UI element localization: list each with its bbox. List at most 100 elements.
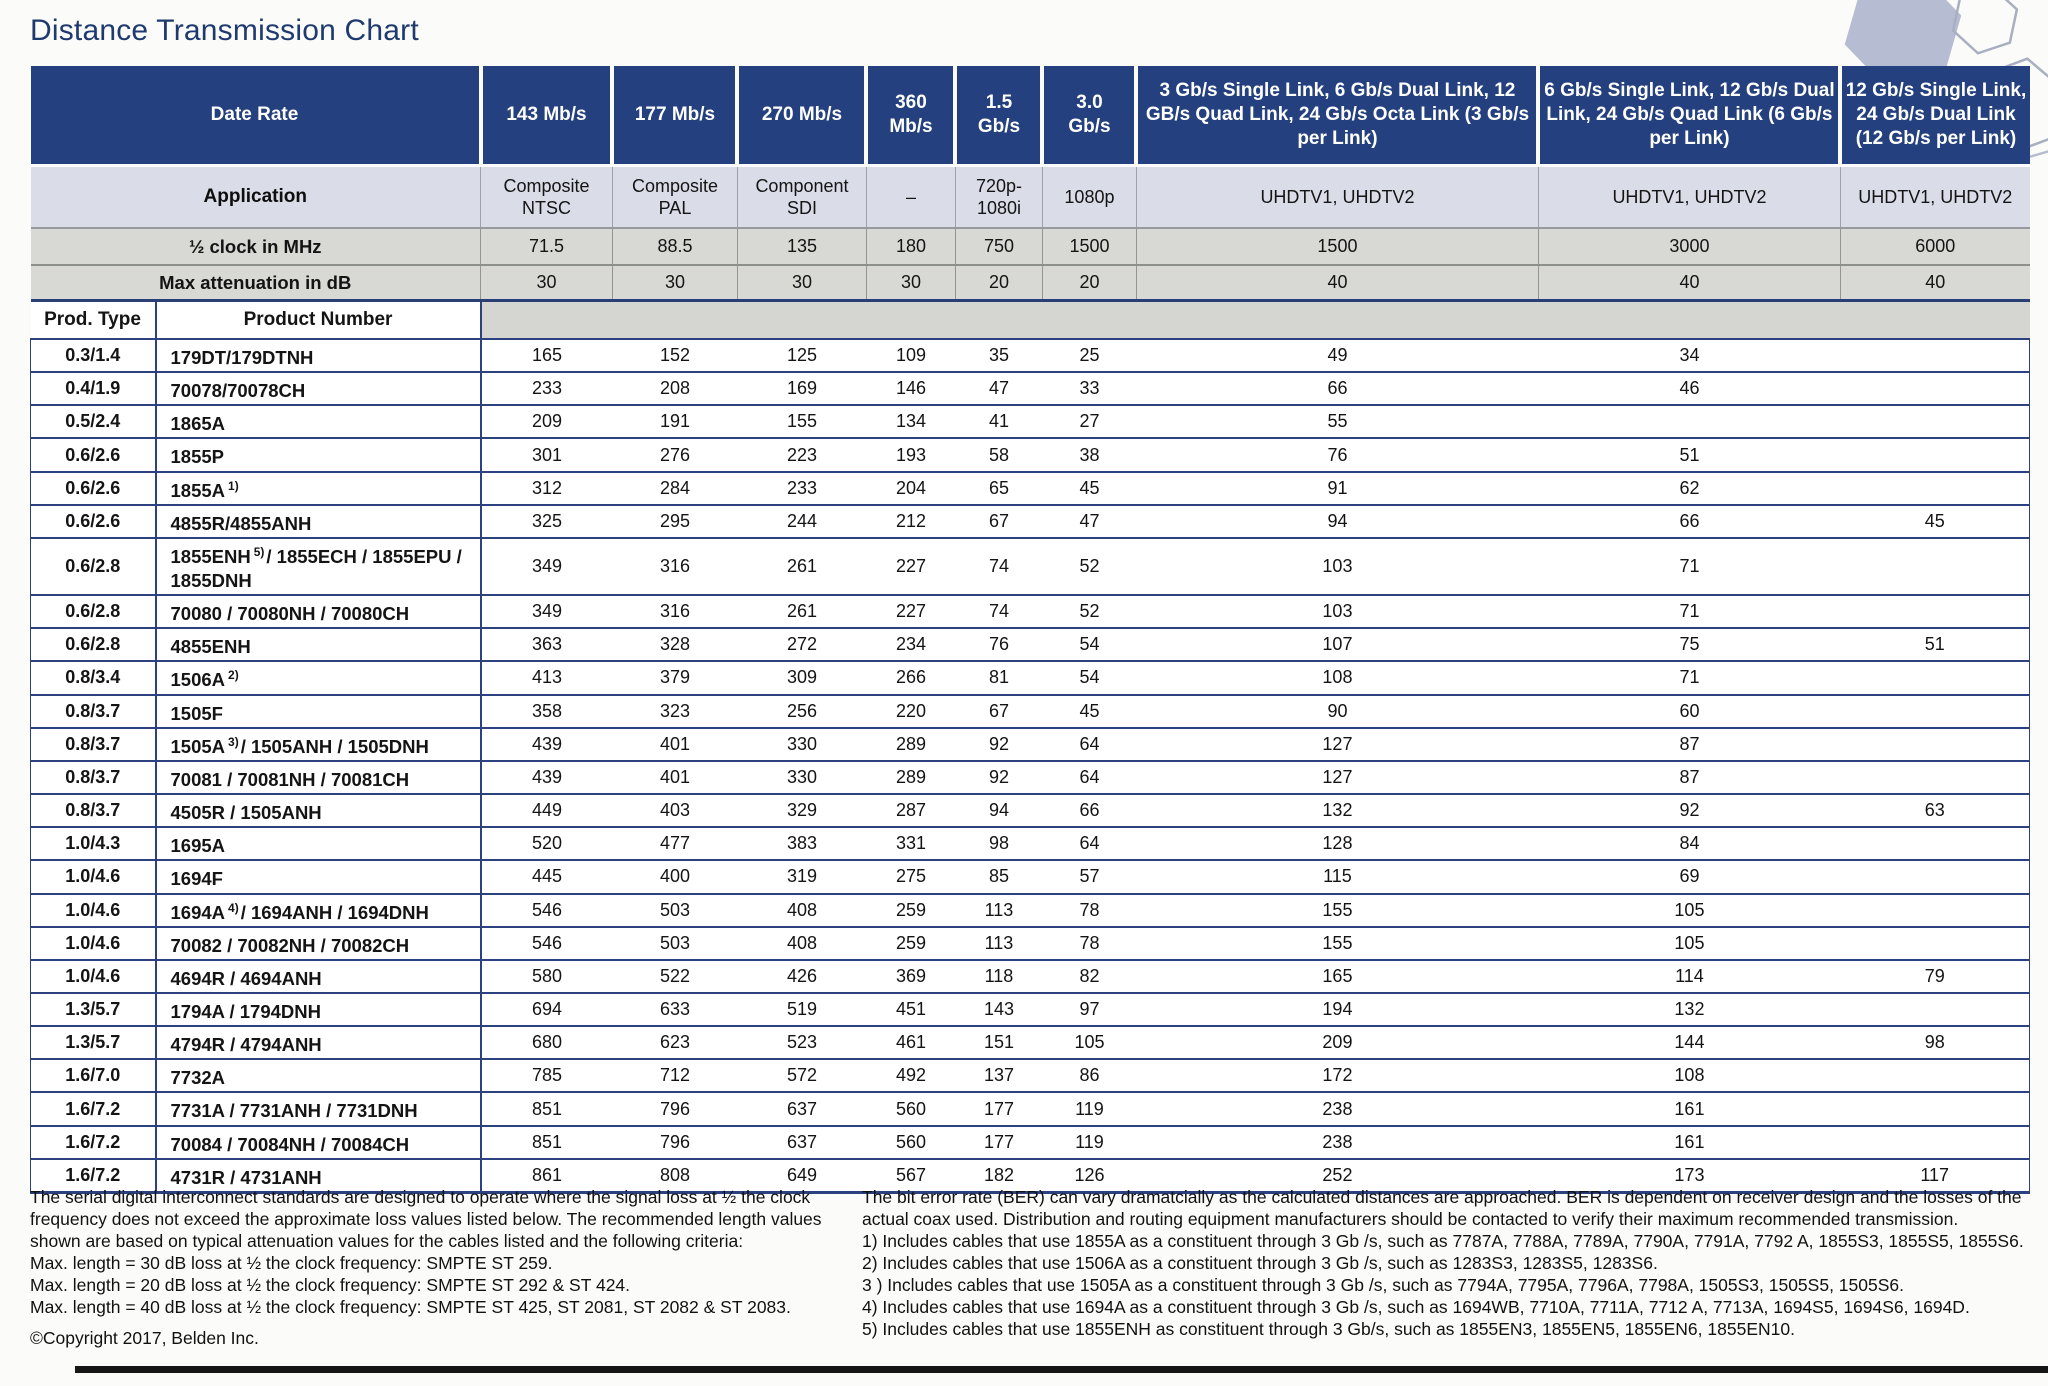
distance-value-cell: 98: [1840, 1025, 2031, 1060]
clock-cell: 1500: [1041, 228, 1137, 266]
distance-value-cell: 261: [737, 594, 867, 629]
distance-value-cell: 369: [866, 958, 956, 993]
distance-value-cell: [1840, 892, 2031, 927]
product-name: 1506A: [170, 669, 226, 691]
prod-type-cell: 0.6/2.6: [30, 470, 157, 505]
attenuation-cell: 40: [1537, 265, 1841, 302]
distance-value-cell: 401: [612, 759, 738, 795]
distance-value-cell: 400: [612, 859, 738, 894]
footnote-ref: 1): [228, 478, 239, 493]
product-name-cont: / 1505ANH / 1505DNH: [240, 735, 429, 757]
distance-value-cell: 66: [1538, 503, 1841, 538]
distance-value-cell: 52: [1042, 594, 1137, 629]
distance-value-cell: 272: [737, 627, 867, 662]
distance-value-cell: 861: [480, 1157, 613, 1194]
product-number-cell: 1855A 1): [155, 470, 482, 505]
application-cell: 720p- 1080i: [954, 164, 1043, 229]
product-name: 7731A / 7731ANH / 7731DNH: [170, 1100, 418, 1122]
prod-type-cell: 1.6/7.2: [30, 1157, 157, 1194]
distance-value-cell: 128: [1136, 826, 1539, 861]
distance-value-cell: 712: [612, 1058, 738, 1093]
product-name: 70078/70078CH: [170, 380, 306, 402]
product-number-cell: 7732A: [155, 1058, 482, 1093]
footnote-paragraph-left: The serial digital interconnect standard…: [30, 1187, 822, 1251]
product-number-cell: 1505F: [155, 693, 482, 728]
product-name: 179DT/179DTNH: [170, 347, 314, 369]
table-row: 0.6/2.8 4855ENH 363 328 272 234 76 54 107 75 51: [30, 627, 2031, 662]
distance-value-cell: 78: [1042, 925, 1137, 960]
distance-value-cell: 137: [955, 1058, 1043, 1093]
distance-value-cell: 520: [480, 826, 613, 861]
distance-value-cell: 220: [866, 693, 956, 728]
prod-type-cell: 1.0/4.6: [30, 892, 157, 927]
product-number-cell: 1855P: [155, 437, 482, 472]
rate-column-header: 6 Gb/s Single Link, 12 Gb/s Dual Link, 2…: [1536, 66, 1841, 166]
table-row: 0.6/2.6 1855A 1) 312 284 233 204 65 45 91 62: [30, 470, 2031, 505]
prod-type-cell: 1.6/7.0: [30, 1058, 157, 1093]
product-number-cell: 4731R / 4731ANH: [155, 1157, 482, 1194]
distance-value-cell: 87: [1538, 726, 1841, 761]
table-row: 1.0/4.6 70082 / 70082NH / 70082CH 546 503 40…: [30, 925, 2031, 960]
distance-value-cell: 637: [737, 1091, 867, 1126]
clock-cell: 750: [954, 228, 1043, 266]
distance-value-cell: 329: [737, 793, 867, 828]
distance-value-cell: [1840, 726, 2031, 761]
distance-value-cell: 238: [1136, 1091, 1539, 1126]
table-row: 0.4/1.9 70078/70078CH 233 208 169 146 47 33 66 46: [30, 371, 2031, 406]
hexagon-outline-small: [1951, 0, 2019, 55]
product-number-cell: 1694A 4)/ 1694ANH / 1694DNH: [155, 892, 482, 927]
distance-value-cell: 118: [955, 958, 1043, 993]
product-number-cell: 4855ENH: [155, 627, 482, 662]
distance-value-cell: 238: [1136, 1124, 1539, 1159]
distance-value-cell: 33: [1042, 371, 1137, 406]
table-row: 1.6/7.0 7732A 785 712 572 492 137 86 172 108: [30, 1058, 2031, 1093]
attenuation-cell: 30: [480, 265, 613, 302]
footnote-5: 5) Includes cables that use 1855ENH as c…: [862, 1319, 1795, 1339]
product-number-cell: 70080 / 70080NH / 70080CH: [155, 594, 482, 629]
distance-value-cell: 85: [955, 859, 1043, 894]
distance-value-cell: [1840, 660, 2031, 695]
table-row: 0.8/3.7 1505F 358 323 256 220 67 45 90 60: [30, 693, 2031, 728]
distance-value-cell: 108: [1136, 660, 1539, 695]
distance-value-cell: 851: [480, 1091, 613, 1126]
distance-value-cell: 51: [1840, 627, 2031, 662]
distance-value-cell: 109: [866, 337, 956, 373]
clock-cell: 88.5: [611, 228, 738, 266]
product-name-cont: / 1855ECH / 1855EPU / 1855DNH: [170, 546, 462, 592]
distance-value-cell: 47: [1042, 503, 1137, 538]
distance-value-cell: 92: [955, 759, 1043, 795]
distance-value-cell: [1840, 371, 2031, 406]
product-number-cell: 4694R / 4694ANH: [155, 958, 482, 993]
table-row: 0.8/3.7 70081 / 70081NH / 70081CH 439 401 33…: [30, 759, 2031, 795]
distance-value-cell: 103: [1136, 594, 1539, 629]
product-number-cell: 70081 / 70081NH / 70081CH: [155, 759, 482, 795]
distance-value-cell: 358: [480, 693, 613, 728]
product-number-cell: 1694F: [155, 859, 482, 894]
distance-value-cell: 86: [1042, 1058, 1137, 1093]
product-name: 7732A: [170, 1067, 226, 1089]
distance-value-cell: 276: [612, 437, 738, 472]
prod-type-cell: 0.8/3.7: [30, 759, 157, 795]
table-row: 1.3/5.7 1794A / 1794DNH 694 633 519 451 143 97 1…: [30, 991, 2031, 1027]
distance-value-cell: 169: [737, 371, 867, 406]
product-number-cell: 179DT/179DTNH: [155, 337, 482, 373]
distance-transmission-table: Date Rate 143 Mb/s 177 Mb/s 270 Mb/s 360 Mb…: [30, 66, 2031, 1194]
distance-value-cell: [1840, 594, 2031, 629]
distance-value-cell: 81: [955, 660, 1043, 695]
distance-value-cell: 155: [1136, 892, 1539, 927]
distance-value-cell: 114: [1538, 958, 1841, 993]
footnote-1: 1) Includes cables that use 1855A as a c…: [862, 1231, 2024, 1251]
clock-cell: 6000: [1839, 228, 2030, 266]
distance-value-cell: 177: [955, 1091, 1043, 1126]
max-length-40db: Max. length = 40 dB loss at ½ the clock …: [30, 1297, 791, 1317]
distance-value-cell: 51: [1538, 437, 1841, 472]
prod-type-cell: 0.4/1.9: [30, 371, 157, 406]
distance-value-cell: 105: [1538, 892, 1841, 927]
distance-value-cell: 38: [1042, 437, 1137, 472]
product-number-cell: 1865A: [155, 404, 482, 439]
distance-value-cell: [1840, 991, 2031, 1027]
max-length-20db: Max. length = 20 dB loss at ½ the clock …: [30, 1275, 631, 1295]
distance-value-cell: 451: [866, 991, 956, 1027]
table-row: 0.3/1.4 179DT/179DTNH 165 152 125 109 35 25 49 34: [30, 337, 2031, 373]
distance-value-cell: 127: [1136, 726, 1539, 761]
